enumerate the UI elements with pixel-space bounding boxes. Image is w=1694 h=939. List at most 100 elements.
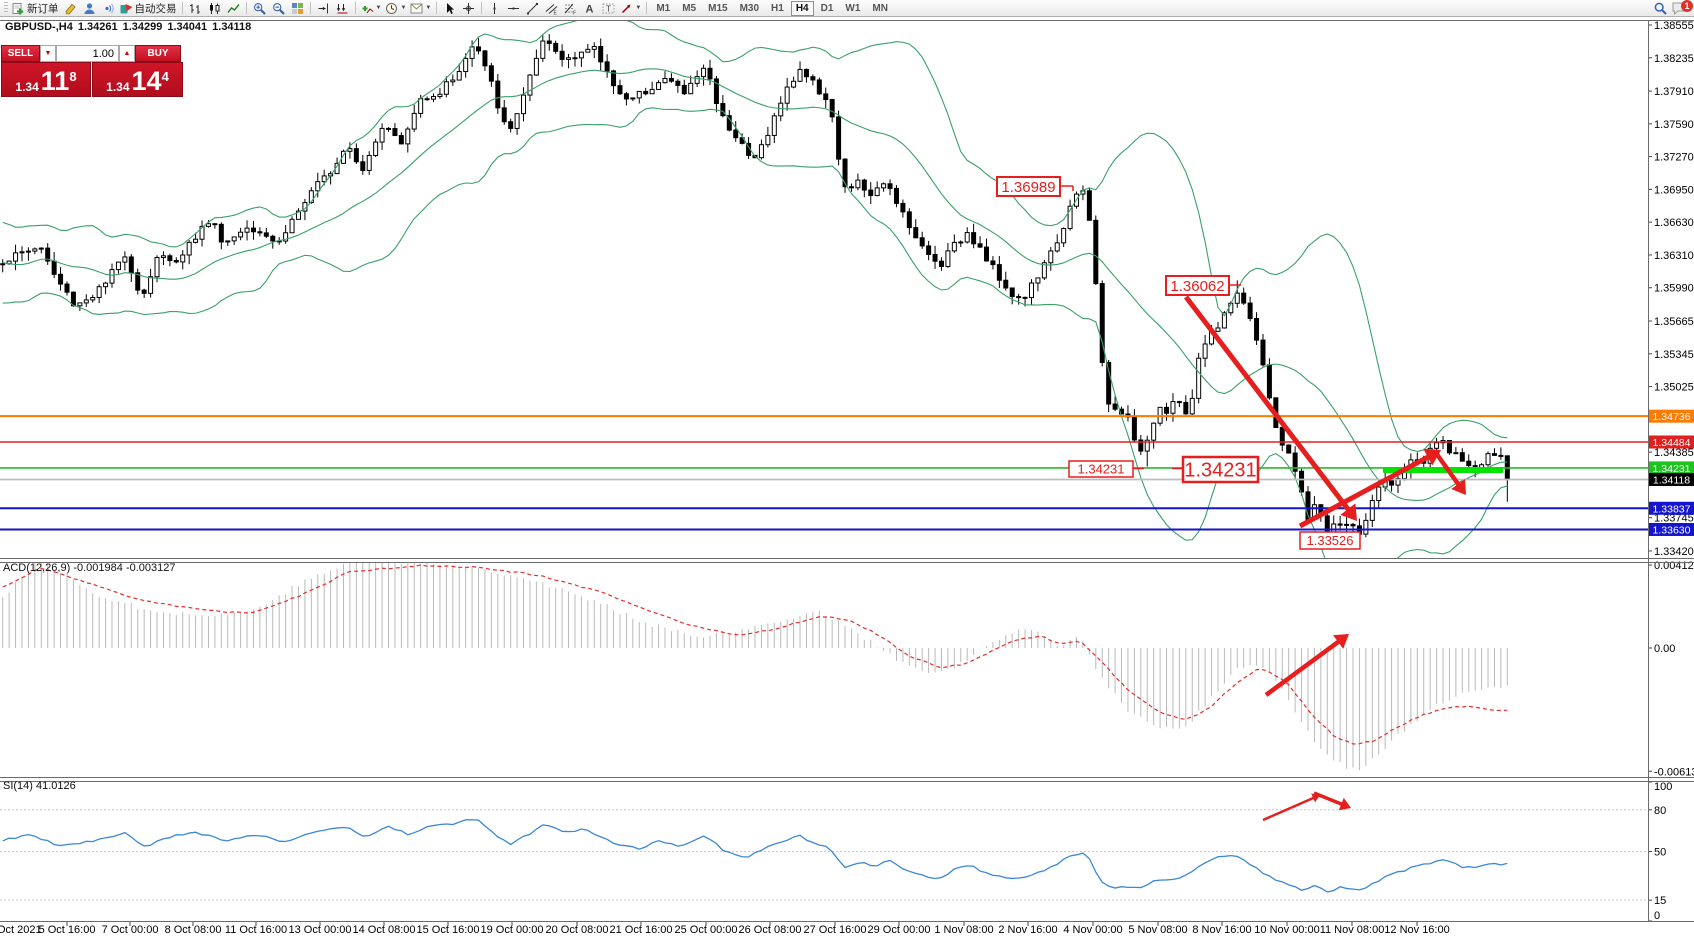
price-badge-1.34231: 1.34231 [1649,461,1694,475]
price-annotation-label[interactable]: 1.36062 [1165,275,1241,296]
svg-text:1.35025: 1.35025 [1654,382,1694,394]
tile-windows-icon[interactable] [288,1,307,16]
svg-text:1.38235: 1.38235 [1654,53,1694,65]
chart-bars-icon[interactable] [186,1,205,16]
toolbar-grip[interactable] [4,2,8,14]
text-label-icon[interactable]: T [599,1,618,16]
toolbar-buttons: 新订单 自动交易 ▼ ▼ ▼ E F A T ▼ [10,0,650,17]
red-annotation-arrow[interactable] [1262,793,1320,822]
chart-autoscroll-icon[interactable] [333,1,352,16]
red-annotation-arrow[interactable] [1264,634,1349,697]
svg-text:1.34231: 1.34231 [1184,460,1256,482]
sell-button[interactable]: SELL [1,45,40,62]
red-annotation-arrow[interactable] [1434,451,1466,495]
svg-text:0: 0 [1654,910,1660,922]
fibonacci-icon[interactable]: F [561,1,580,16]
toolbar-separator [481,2,483,14]
svg-text:1.36630: 1.36630 [1654,217,1694,229]
svg-text:1.34231: 1.34231 [1653,463,1691,475]
svg-text:1.37590: 1.37590 [1654,119,1694,131]
price-badge-1.34484: 1.34484 [1649,435,1694,449]
trendline-icon[interactable] [523,1,542,16]
rsi-line [2,819,1508,893]
zoom-out-icon[interactable] [269,1,288,16]
tf-MN[interactable]: MN [872,2,888,14]
chart-candles-icon[interactable] [205,1,224,16]
price-axis[interactable]: 1.38555 1.38235 1.37910 1.37590 1.37270 1.369… [1648,20,1694,922]
signal-icon[interactable] [99,1,118,16]
svg-text:1.35990: 1.35990 [1654,283,1694,295]
indicators-icon[interactable]: ▼ [359,1,384,16]
sell-price[interactable]: 1.34 11 8 [1,62,91,97]
svg-text:27 Oct 16:00: 27 Oct 16:00 [804,924,867,936]
svg-text:5 Oct 16:00: 5 Oct 16:00 [39,924,96,936]
one-click-trading-panel: SELL ▼ ▲ BUY 1.34 11 8 1.34 14 4 [1,45,183,97]
svg-text:2 Nov 16:00: 2 Nov 16:00 [998,924,1057,936]
tf-M1[interactable]: M1 [656,2,671,14]
svg-text:1.34118: 1.34118 [1653,474,1690,486]
price-annotation-label[interactable]: 1.36989 [996,176,1074,197]
ohlc-low: 1.34041 [167,21,208,33]
tf-H1[interactable]: H1 [771,2,784,14]
tf-H4[interactable]: H4 [790,0,814,16]
chevron-down-icon[interactable]: ▼ [635,5,642,11]
arrows-tool-icon[interactable]: ▼ [618,1,643,16]
rsi-panel[interactable] [0,791,1648,901]
buy-button[interactable]: BUY [135,45,181,62]
channel-icon[interactable]: E [542,1,561,16]
svg-text:10 Nov 00:00: 10 Nov 00:00 [1254,924,1319,936]
main-chart-panel[interactable]: 1.36989 1.36062 1.34231 1.34231 1.33526 [0,16,1648,616]
chart-ohlc-header: GBPUSD-,H4 1.34261 1.34299 1.34041 1.34118 [5,21,256,33]
zoom-in-icon[interactable] [250,1,269,16]
ohlc-open: 1.34261 [77,21,118,33]
tf-M30[interactable]: M30 [739,2,760,14]
svg-text:0.004128: 0.004128 [1654,560,1694,572]
vertical-line-icon[interactable] [485,1,504,16]
periods-icon[interactable]: ▼ [383,1,408,16]
crayon-icon[interactable] [61,1,80,16]
tf-D1[interactable]: D1 [820,2,834,14]
chevron-down-icon[interactable]: ▼ [425,5,432,11]
svg-text:1.37270: 1.37270 [1654,152,1694,164]
svg-text:29 Oct 00:00: 29 Oct 00:00 [868,924,931,936]
volume-increase-button[interactable]: ▲ [119,45,135,62]
green-highlight-bar[interactable] [1383,467,1503,473]
autotrading-icon[interactable]: 自动交易 [118,1,179,16]
svg-text:E: E [554,10,558,15]
price-annotation-label[interactable]: 1.34231 [1181,455,1260,484]
tf-W1[interactable]: W1 [845,2,861,14]
price-annotation-label[interactable]: 1.34231 [1068,460,1182,478]
profile-icon[interactable] [80,1,99,16]
macd-panel[interactable] [2,556,1508,771]
templates-icon[interactable]: ▼ [408,1,433,16]
chart-shift-icon[interactable] [314,1,333,16]
crosshair-icon[interactable] [459,1,478,16]
chevron-down-icon[interactable]: ▼ [400,5,407,11]
toolbar-separator [436,2,438,14]
red-annotation-arrow[interactable] [1184,295,1357,521]
tf-M15[interactable]: M15 [708,2,728,14]
volume-input[interactable] [56,45,119,62]
text-icon[interactable]: A [580,1,599,16]
chevron-down-icon[interactable]: ▼ [375,5,382,11]
cursor-icon[interactable] [440,1,459,16]
svg-text:20 Oct 08:00: 20 Oct 08:00 [546,924,609,936]
notifications-icon[interactable]: 1 [1670,0,1693,16]
red-annotation-arrow[interactable] [1313,791,1351,811]
search-icon[interactable] [1651,1,1670,16]
new-order-icon[interactable]: 新订单 [10,1,61,16]
chart-line-icon[interactable] [224,1,243,16]
toolbar-separator [245,2,247,14]
price-annotation-label[interactable]: 1.33526 [1299,531,1361,550]
svg-text:12 Nov 16:00: 12 Nov 16:00 [1384,924,1449,936]
tf-M5[interactable]: M5 [682,2,697,14]
volume-decrease-button[interactable]: ▼ [40,45,56,62]
price-badge-1.34118: 1.34118 [1649,472,1694,486]
svg-text:-0.006132: -0.006132 [1654,766,1694,778]
svg-text:1.34385: 1.34385 [1654,447,1694,459]
horizontal-line-icon[interactable] [504,1,523,16]
svg-text:13 Oct 00:00: 13 Oct 00:00 [289,924,352,936]
buy-price[interactable]: 1.34 14 4 [92,62,183,97]
